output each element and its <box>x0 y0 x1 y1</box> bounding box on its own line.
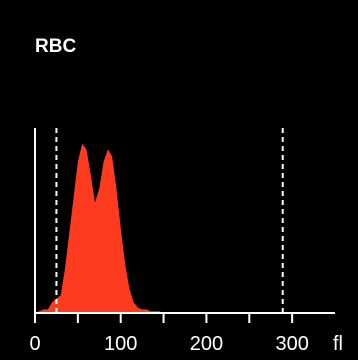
x-tick-label: 100 <box>104 333 137 355</box>
x-axis-unit-label: fl <box>333 333 343 355</box>
chart-title: RBC <box>35 36 76 57</box>
x-tick-label: 200 <box>190 333 223 355</box>
discriminator-lines <box>55 128 284 313</box>
x-axis-tick-labels: 0 100 200 300 <box>29 333 308 355</box>
x-tick-label: 0 <box>29 333 40 355</box>
histogram-area <box>35 143 164 313</box>
x-tick-label: 300 <box>275 333 308 355</box>
x-axis-ticks <box>34 313 294 323</box>
